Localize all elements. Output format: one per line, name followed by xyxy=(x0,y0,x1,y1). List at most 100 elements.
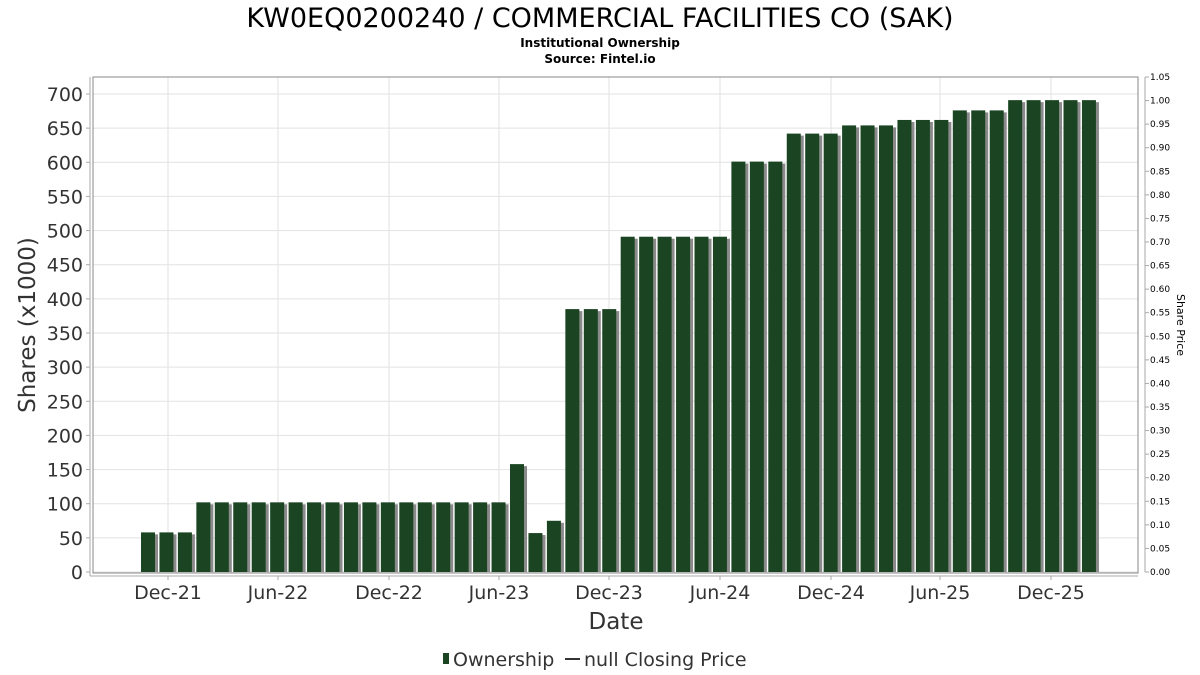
bar-ownership[interactable] xyxy=(676,236,691,572)
y2-tick-label: 0.40 xyxy=(1150,379,1170,389)
x-tick-label: Dec-24 xyxy=(797,582,865,604)
y-tick-label: 250 xyxy=(47,391,83,413)
bar-ownership[interactable] xyxy=(307,502,322,572)
bar-ownership[interactable] xyxy=(879,125,893,572)
bar-ownership[interactable] xyxy=(602,309,617,572)
y2-tick-label: 1.00 xyxy=(1150,97,1170,107)
bar-ownership[interactable] xyxy=(934,119,949,572)
bar-ownership[interactable] xyxy=(436,502,451,572)
bar-ownership[interactable] xyxy=(214,502,229,572)
bar-ownership[interactable] xyxy=(546,520,561,572)
bar-ownership[interactable] xyxy=(842,125,857,572)
x-tick-label: Dec-22 xyxy=(355,582,423,604)
y-tick-label: 450 xyxy=(47,255,83,277)
y2-tick-label: 0.85 xyxy=(1150,167,1170,177)
bar-ownership[interactable] xyxy=(952,110,967,572)
bar-ownership[interactable] xyxy=(971,110,986,572)
bar-ownership[interactable] xyxy=(860,125,875,572)
y2-tick-label: 0.30 xyxy=(1150,427,1170,437)
bar-ownership[interactable] xyxy=(233,502,248,572)
x-ticks: Dec-21 Jun-22 Dec-22 Jun-23 Dec-23 Jun-24 Dec-… xyxy=(134,576,1085,604)
y2-tick-label: 0.95 xyxy=(1150,120,1170,130)
bar-ownership[interactable] xyxy=(620,236,635,572)
y-tick-label: 550 xyxy=(47,186,83,208)
y-tick-label: 500 xyxy=(47,221,83,243)
legend-price-label[interactable]: null Closing Price xyxy=(584,649,747,671)
bar-ownership[interactable] xyxy=(141,532,155,572)
bar-ownership[interactable] xyxy=(694,236,709,572)
y-tick-label: 350 xyxy=(47,323,83,345)
bar-ownership[interactable] xyxy=(454,502,469,572)
bar-ownership[interactable] xyxy=(251,502,266,572)
x-tick-label: Dec-23 xyxy=(575,582,643,604)
bar-ownership[interactable] xyxy=(768,161,783,573)
bar-ownership[interactable] xyxy=(657,236,672,572)
y2-tick-label: 0.15 xyxy=(1150,497,1170,507)
bar-ownership[interactable] xyxy=(1008,100,1023,572)
y-axis-title: Shares (x1000) xyxy=(15,237,41,413)
y-tick-label: 150 xyxy=(47,460,83,482)
bar-ownership[interactable] xyxy=(915,119,930,572)
bar-ownership[interactable] xyxy=(583,309,598,572)
bar-ownership[interactable] xyxy=(731,161,746,573)
bar-ownership[interactable] xyxy=(288,502,303,572)
x-tick-label: Dec-25 xyxy=(1017,582,1085,604)
bar-ownership[interactable] xyxy=(1045,100,1060,572)
bar-ownership[interactable] xyxy=(639,236,654,572)
bar-ownership[interactable] xyxy=(1026,100,1041,572)
y-tick-label: 700 xyxy=(47,84,83,106)
bar-ownership[interactable] xyxy=(786,133,801,572)
bar-ownership[interactable] xyxy=(510,464,524,572)
bar-ownership[interactable] xyxy=(325,502,340,572)
legend: Ownership null Closing Price xyxy=(443,649,747,671)
chart-title: KW0EQ0200240 / COMMERCIAL FACILITIES CO … xyxy=(246,3,953,34)
y2-tick-label: 0.20 xyxy=(1150,474,1170,484)
bar-ownership[interactable] xyxy=(177,532,192,572)
y2-tick-label: 0.45 xyxy=(1150,356,1170,366)
y2-tick-label: 0.65 xyxy=(1150,262,1170,272)
bar-ownership[interactable] xyxy=(989,110,1004,572)
bar-ownership[interactable] xyxy=(362,502,377,572)
y-tick-label: 300 xyxy=(47,357,83,379)
y2-tick-label: 0.25 xyxy=(1150,450,1170,460)
bar-ownership[interactable] xyxy=(528,533,543,572)
bar-ownership[interactable] xyxy=(417,502,432,572)
bar-ownership[interactable] xyxy=(399,502,414,572)
legend-ownership-label[interactable]: Ownership xyxy=(453,649,554,671)
bar-ownership[interactable] xyxy=(473,502,488,572)
bar-ownership[interactable] xyxy=(159,532,174,572)
bar-ownership[interactable] xyxy=(823,133,838,572)
y2-tick-label: 0.00 xyxy=(1150,568,1170,578)
bar-ownership[interactable] xyxy=(1081,100,1096,572)
x-tick-label: Jun-24 xyxy=(689,582,751,604)
y2-tick-label: 0.80 xyxy=(1150,191,1170,201)
bar-ownership[interactable] xyxy=(343,502,358,572)
bars xyxy=(141,100,1099,573)
y-tick-label: 50 xyxy=(59,528,83,550)
plot-frame xyxy=(92,76,1139,574)
bar-ownership[interactable] xyxy=(749,161,764,573)
bar-ownership[interactable] xyxy=(1063,100,1078,572)
x-tick-label: Jun-23 xyxy=(468,582,530,604)
bar-ownership[interactable] xyxy=(196,502,211,572)
y2-tick-label: 0.55 xyxy=(1150,309,1170,319)
bar-ownership[interactable] xyxy=(270,502,285,572)
x-axis-title: Date xyxy=(589,609,644,635)
bar-ownership[interactable] xyxy=(805,133,820,572)
bar-ownership[interactable] xyxy=(491,502,506,572)
y-tick-label: 400 xyxy=(47,289,83,311)
legend-ownership-swatch xyxy=(443,653,449,664)
y-ticks: 0 50 100 150 200 250 300 350 400 450 500 550 600 650 7… xyxy=(47,84,90,584)
bar-ownership[interactable] xyxy=(712,236,727,572)
chart-subtitle: Institutional Ownership xyxy=(520,36,680,50)
y-tick-label: 600 xyxy=(47,152,83,174)
chart-source: Source: Fintel.io xyxy=(544,52,655,66)
bar-ownership[interactable] xyxy=(380,502,395,572)
bar-ownership[interactable] xyxy=(565,309,580,572)
bar-ownership[interactable] xyxy=(897,119,912,572)
y-tick-label: 0 xyxy=(71,562,83,584)
y2-ticks: 0.00 0.05 0.10 0.15 0.20 0.25 0.30 0.35 0.40 0.45… xyxy=(1145,73,1170,578)
y-tick-label: 650 xyxy=(47,118,83,140)
y2-tick-label: 0.50 xyxy=(1150,332,1170,342)
